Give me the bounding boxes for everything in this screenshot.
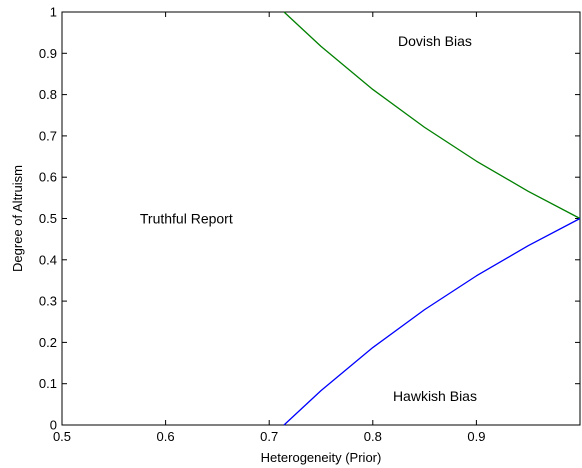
annotations: Dovish Bias Truthful Report Hawkish Bias (140, 33, 477, 404)
y-tick-label: 0.4 (39, 252, 57, 267)
x-tick-label: 0.9 (467, 429, 485, 444)
y-axis-title: Degree of Altruism (10, 165, 25, 272)
x-tick-label: 0.7 (260, 429, 278, 444)
series-line-2 (283, 217, 581, 426)
y-tick-label: 0.1 (39, 376, 57, 391)
region-label: Dovish Bias (398, 33, 472, 49)
y-tick-label: 1 (50, 5, 57, 20)
region-label: Truthful Report (140, 211, 233, 227)
y-tick-label: 0.8 (39, 87, 57, 102)
x-tick-label: 0.8 (364, 429, 382, 444)
x-tick-label: 0.6 (157, 429, 175, 444)
series-layer (283, 11, 581, 426)
region-label: Hawkish Bias (393, 388, 477, 404)
plot-frame (61, 11, 581, 426)
series-line-1 (283, 11, 581, 220)
y-tick-label: 0.7 (39, 128, 57, 143)
y-tick-label: 0.5 (39, 211, 57, 226)
plot-area (61, 11, 581, 426)
ticks: 0.5 0.6 0.7 0.8 0.9 0 0.1 0.2 0.3 0.4 0.5 0.6 0.7 0.8… (39, 5, 580, 444)
y-tick-label: 0.2 (39, 335, 57, 350)
y-tick-label: 0.6 (39, 170, 57, 185)
x-tick-label: 0.5 (53, 429, 71, 444)
y-tick-label: 0.9 (39, 46, 57, 61)
x-axis-title: Heterogeneity (Prior) (261, 450, 382, 465)
y-tick-label: 0 (50, 418, 57, 433)
y-tick-label: 0.3 (39, 294, 57, 309)
